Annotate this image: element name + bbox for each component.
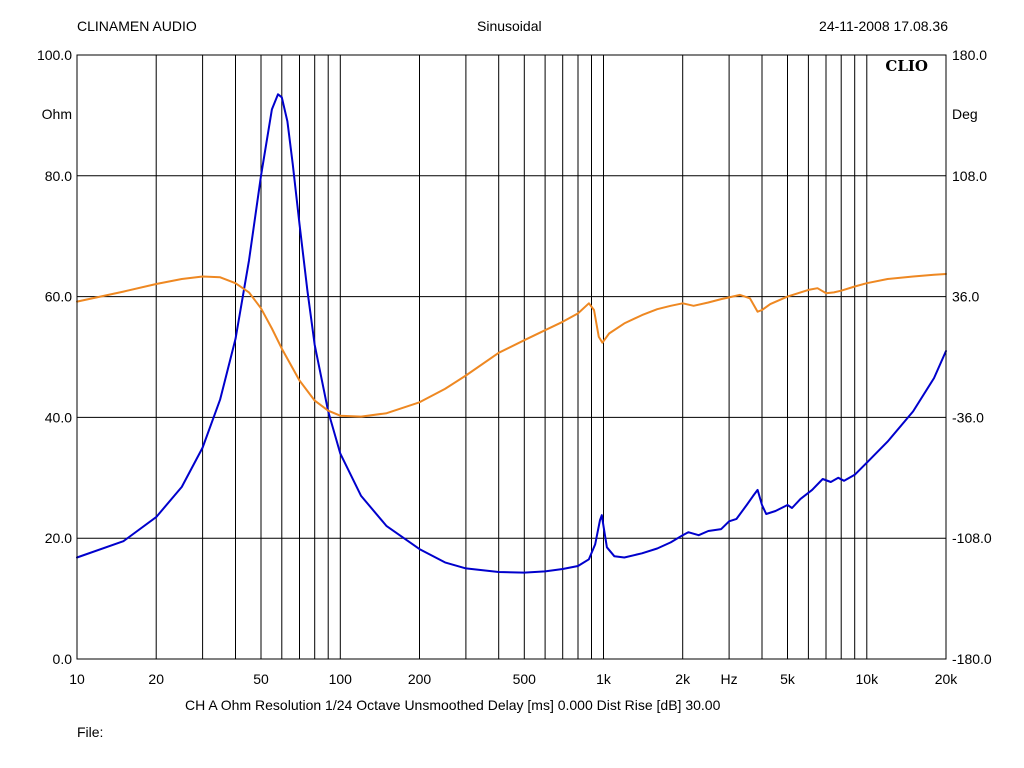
x-tick-label: 10	[69, 671, 85, 687]
y-right-tick-label: -180.0	[952, 651, 992, 667]
y-right-tick-label: 36.0	[952, 289, 979, 305]
header-timestamp: 24-11-2008 17.08.36	[819, 18, 948, 34]
axis-labels: 0.0 -180.0 20.0 -108.0 40.0 -36.0 60.0 36.0 80.0…	[37, 47, 992, 687]
y-left-tick-label: 20.0	[45, 530, 72, 546]
grid	[77, 55, 946, 659]
x-tick-label: 20	[148, 671, 164, 687]
x-tick-label: 50	[253, 671, 269, 687]
header-mode: Sinusoidal	[477, 18, 542, 34]
y-left-tick-label: 0.0	[53, 651, 73, 667]
plot-frame	[76, 54, 947, 660]
x-tick-label: 500	[513, 671, 537, 687]
y-left-tick-label: 80.0	[45, 168, 72, 184]
series-layer	[76, 93, 947, 574]
x-tick-label: 5k	[780, 671, 796, 687]
phase-curve	[76, 273, 947, 418]
y-right-axis-label: Deg	[952, 106, 978, 122]
x-tick-label: 1k	[596, 671, 612, 687]
y-left-tick-label: 100.0	[37, 47, 72, 63]
x-tick-label: 10k	[856, 671, 880, 687]
y-right-tick-label: 180.0	[952, 47, 987, 63]
file-label: File:	[77, 724, 104, 740]
header-company: CLINAMEN AUDIO	[77, 18, 197, 34]
y-left-tick-label: 60.0	[45, 289, 72, 305]
impedance-curve	[76, 93, 947, 574]
x-tick-label: 200	[408, 671, 432, 687]
y-right-tick-label: 108.0	[952, 168, 987, 184]
y-right-tick-label: -108.0	[952, 530, 992, 546]
x-tick-label: 2k	[675, 671, 691, 687]
y-left-tick-label: 40.0	[45, 409, 72, 425]
measurement-params: CH A Ohm Resolution 1/24 Octave Unsmooth…	[185, 697, 721, 713]
y-right-tick-label: -36.0	[952, 409, 984, 425]
y-left-axis-label: Ohm	[42, 106, 72, 122]
x-tick-label: 20k	[935, 671, 959, 687]
x-tick-label: 100	[329, 671, 353, 687]
x-axis-label: Hz	[721, 671, 738, 687]
clio-brand: CLIO	[885, 57, 928, 75]
